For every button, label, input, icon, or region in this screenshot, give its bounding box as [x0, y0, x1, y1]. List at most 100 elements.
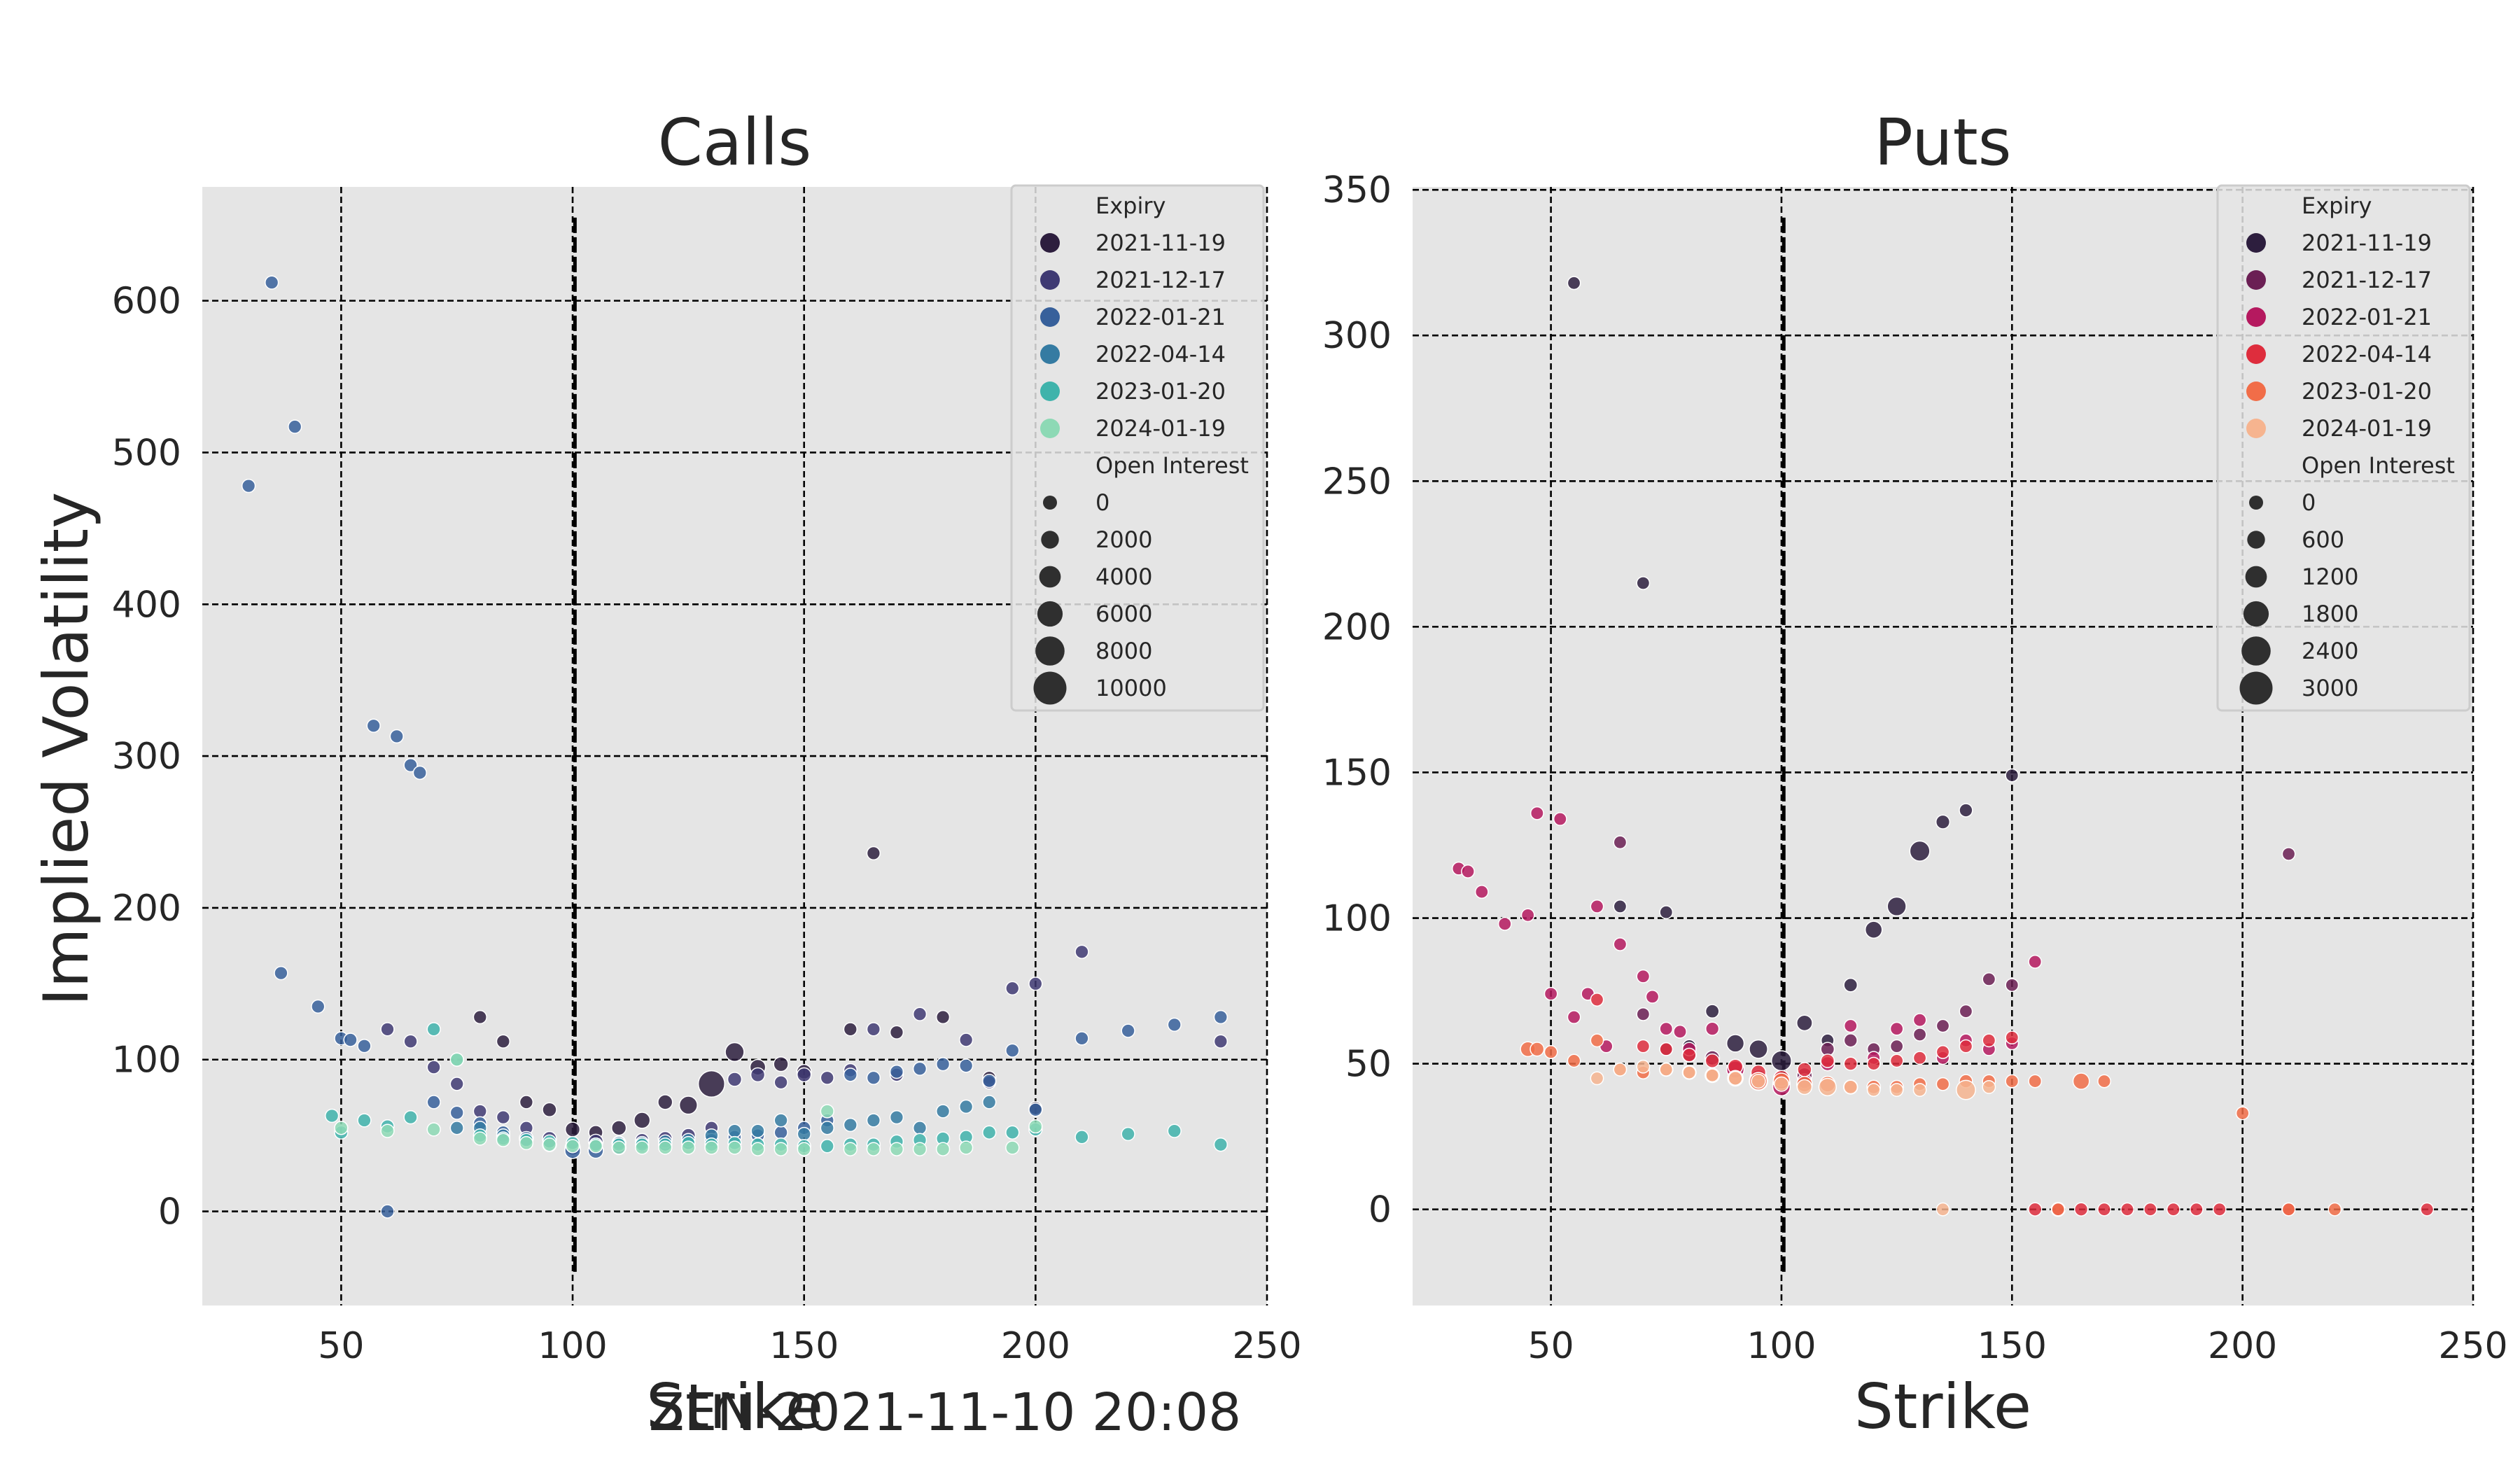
data-point [311, 999, 326, 1014]
data-point [774, 1075, 788, 1090]
y-tick-label: 100 [112, 1040, 181, 1082]
data-point [389, 729, 404, 744]
legend-marker [1040, 233, 1060, 253]
data-point [1818, 1077, 1837, 1097]
data-point [2097, 1074, 2111, 1088]
data-point [2072, 1072, 2090, 1090]
data-point [1909, 840, 1931, 862]
data-point [1590, 993, 1604, 1007]
data-point [1751, 1073, 1766, 1089]
legend-size-label: 4000 [1096, 564, 1152, 590]
legend-label: 2024-01-19 [1096, 415, 1226, 442]
data-point [1544, 986, 1558, 1001]
data-point [426, 1060, 441, 1074]
data-point [1935, 1077, 1950, 1091]
data-point [1705, 1021, 1720, 1036]
data-point [1213, 1009, 1228, 1025]
y-tick-label: 350 [1322, 169, 1392, 211]
data-point [678, 1096, 698, 1115]
legend-marker [2246, 233, 2266, 253]
data-point [1770, 1050, 1792, 1072]
data-point [1912, 1083, 1927, 1097]
data-point [1659, 905, 1674, 920]
data-point [1889, 1083, 1904, 1097]
data-point [797, 1126, 811, 1142]
legend-marker [1040, 419, 1060, 438]
data-point [1935, 1202, 1950, 1217]
legend-size-marker [1035, 636, 1065, 666]
data-point [1820, 1054, 1835, 1068]
data-point [1959, 1039, 1973, 1054]
data-point [472, 1131, 487, 1146]
legend-size-marker [1041, 531, 1059, 549]
x-tick-label: 200 [1001, 1325, 1070, 1367]
data-point [1645, 989, 1660, 1004]
legend-box [2216, 184, 2471, 712]
data-point [1843, 1033, 1858, 1048]
data-point [982, 1095, 997, 1110]
data-point [866, 1142, 881, 1156]
data-point [1659, 1063, 1674, 1077]
data-point [1474, 885, 1489, 899]
data-point [449, 1052, 464, 1067]
data-point [1843, 977, 1858, 993]
y-tick-label: 200 [112, 888, 181, 930]
data-point [449, 1105, 464, 1120]
data-point [935, 1057, 951, 1072]
data-point [1636, 1039, 1651, 1054]
data-point [843, 1068, 858, 1082]
data-point [774, 1142, 788, 1156]
data-point [843, 1117, 858, 1133]
data-point [843, 1142, 858, 1156]
legend-size-label: 0 [1096, 489, 1110, 516]
legend-size-marker [2243, 601, 2269, 627]
data-point [697, 1070, 726, 1098]
data-point [704, 1140, 719, 1155]
legend-marker [1040, 344, 1060, 364]
data-point [1912, 1051, 1927, 1065]
legend-marker [2246, 307, 2266, 327]
data-point [403, 1034, 418, 1049]
data-point [1074, 944, 1089, 959]
legend-label: 2021-12-17 [1096, 267, 1226, 293]
data-point [1659, 1021, 1674, 1036]
legend-size-label: 600 [2302, 526, 2344, 553]
data-point [519, 1135, 534, 1151]
data-point [935, 1142, 951, 1156]
data-point [2328, 1202, 2342, 1217]
x-axis-label: Strike [646, 1371, 823, 1443]
y-tick-label: 600 [112, 281, 181, 323]
legend-size-marker [1043, 496, 1057, 510]
data-point [1028, 1102, 1043, 1117]
data-point [2005, 978, 2019, 993]
data-point [912, 1061, 927, 1076]
x-tick-label: 250 [1232, 1325, 1301, 1367]
data-point [959, 1032, 974, 1047]
data-point [588, 1139, 603, 1154]
legend-size-label: 1800 [2302, 601, 2358, 627]
data-point [750, 1142, 765, 1156]
data-point [1613, 835, 1628, 850]
data-point [403, 1110, 418, 1125]
data-point [1028, 1119, 1043, 1134]
x-tick-label: 50 [318, 1325, 364, 1367]
data-point [1796, 1014, 1813, 1032]
data-point [1213, 1138, 1228, 1152]
legend-size-marker [2239, 671, 2273, 705]
data-point [1704, 1004, 1720, 1019]
data-point [1613, 899, 1628, 913]
legend-title: Open Interest [2302, 452, 2455, 479]
y-tick-label: 200 [1322, 606, 1392, 648]
data-point [426, 1122, 441, 1137]
data-point [1005, 1125, 1020, 1140]
data-point [658, 1140, 673, 1155]
data-point [1959, 1004, 1973, 1018]
legend-size-marker [2247, 531, 2265, 549]
legend-marker [1040, 382, 1060, 401]
x-axis-label: Strike [1854, 1371, 2031, 1443]
data-point [357, 1113, 372, 1128]
data-point [403, 757, 418, 773]
legend-label: 2022-01-21 [2302, 304, 2432, 330]
data-point [959, 1140, 974, 1155]
data-point [1590, 899, 1604, 913]
